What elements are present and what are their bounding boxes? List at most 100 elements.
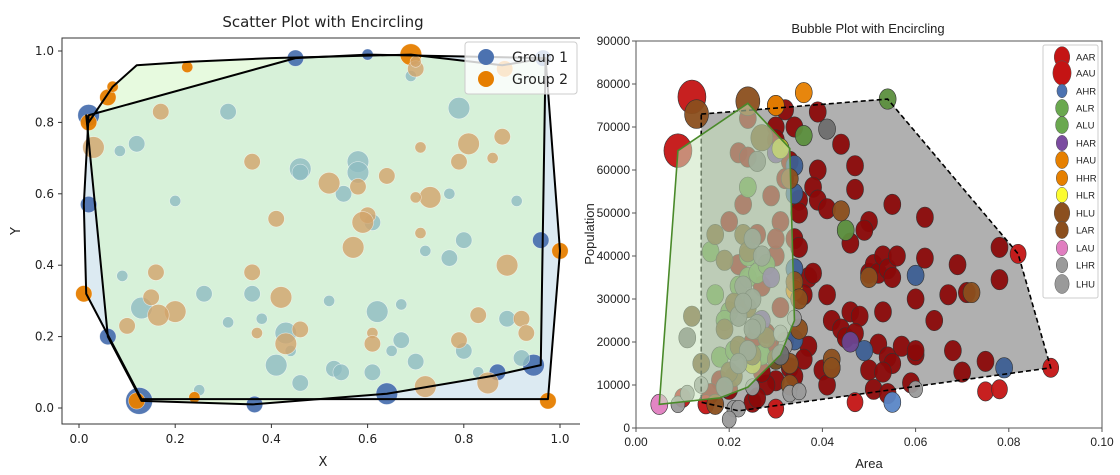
- bubble-aau: [1009, 243, 1027, 264]
- legend-marker-hlu: [1053, 202, 1071, 224]
- legend-label-group-1: Group 1: [512, 50, 568, 66]
- point-group-1: [385, 344, 398, 357]
- bubble-chart: Bubble Plot with Encircling 0.00 0.02 0.04…: [582, 21, 1114, 471]
- y-tick-label: 0.0: [35, 401, 54, 415]
- y-tick-label: 1.0: [35, 44, 54, 58]
- point-group-2: [351, 211, 374, 234]
- point-group-2: [118, 317, 136, 335]
- bubble-lhu: [818, 118, 836, 140]
- point-group-2: [269, 286, 293, 309]
- y-tick-label: 50000: [597, 206, 631, 220]
- point-group-2: [486, 152, 499, 164]
- bubble-aar: [790, 202, 808, 224]
- bubble-aar: [953, 361, 972, 383]
- point-group-2: [409, 191, 422, 204]
- bubble-alr: [794, 125, 813, 147]
- legend-marker-group-2: [478, 71, 494, 87]
- bubble-aar: [832, 133, 850, 155]
- point-group-1: [407, 353, 425, 371]
- y-tick-label: 0: [623, 421, 630, 435]
- point-group-2: [142, 288, 160, 306]
- legend-label-lar: LAR: [1076, 226, 1095, 237]
- x-tick-label: 0.4: [262, 432, 281, 446]
- legend-marker-hhr: [1055, 170, 1069, 186]
- x-axis-label: X: [319, 455, 328, 470]
- y-tick-label: 0.4: [35, 258, 54, 272]
- legend-label-hhr: HHR: [1076, 174, 1097, 185]
- point-group-2: [243, 263, 261, 281]
- y-tick-label: 0.2: [35, 330, 54, 344]
- bubble-aar: [804, 262, 822, 284]
- point-group-2: [243, 153, 261, 171]
- point-group-1: [443, 187, 456, 200]
- bubble-aar: [818, 284, 836, 306]
- y-tick-label: 60000: [597, 163, 631, 177]
- point-group-1: [510, 195, 523, 207]
- bubble-aar: [874, 361, 892, 383]
- legend-label-alr: ALR: [1076, 104, 1095, 115]
- point-group-1: [169, 195, 182, 207]
- bubble-aar: [916, 206, 934, 228]
- point-group-2: [318, 171, 341, 195]
- axes-frame: [61, 37, 580, 425]
- bubble-aar: [925, 309, 944, 331]
- legend-label-hlu: HLU: [1076, 209, 1095, 220]
- legend-marker-hau: [1055, 151, 1069, 169]
- legend-label-aau: AAU: [1076, 69, 1096, 80]
- point-group-1: [395, 298, 408, 311]
- point-group-1: [419, 245, 432, 257]
- point-group-2: [414, 227, 427, 239]
- x-tick-label: 0.8: [454, 432, 473, 446]
- point-group-2: [469, 306, 487, 324]
- legend-label-lhu: LHU: [1076, 280, 1095, 291]
- x-tick-label: 0.0: [69, 432, 88, 446]
- bubble-aar: [874, 301, 892, 323]
- x-tick-label: 0.2: [166, 432, 185, 446]
- bubble-aar: [846, 155, 864, 177]
- legend-label-har: HAR: [1076, 139, 1096, 150]
- x-tick-label: 0.10: [1090, 435, 1114, 449]
- y-axis-label: Population: [582, 203, 597, 264]
- point-group-1: [195, 285, 213, 303]
- point-group-2: [188, 391, 201, 404]
- axes-frame: [635, 40, 1103, 429]
- point-group-2: [457, 132, 480, 155]
- point-group-1: [332, 363, 350, 381]
- point-group-2: [363, 335, 381, 353]
- point-group-1: [513, 349, 531, 367]
- point-group-2: [152, 103, 170, 121]
- axis-ticks: 0.00 0.02 0.04 0.06 0.08 0.10 0 10000 20000 30000…: [597, 34, 1114, 449]
- legend-label-lau: LAU: [1076, 244, 1095, 255]
- plot-area: [75, 43, 569, 415]
- legend: Group 1 Group 2: [464, 41, 578, 95]
- bubble-lar: [860, 266, 878, 288]
- point-group-2: [349, 178, 367, 196]
- bubble-aau: [846, 392, 864, 413]
- bubble-aar: [939, 284, 958, 306]
- y-tick-label: 90000: [597, 34, 631, 48]
- point-group-1: [323, 294, 336, 307]
- chart-title: Bubble Plot with Encircling: [791, 21, 944, 36]
- point-group-1: [222, 316, 235, 329]
- point-group-1: [255, 312, 268, 325]
- point-group-2: [147, 263, 165, 281]
- chart-title: Scatter Plot with Encircling: [222, 13, 423, 31]
- point-group-2: [181, 61, 194, 73]
- y-tick-label: 80000: [597, 77, 631, 91]
- legend-marker-lhr: [1055, 257, 1069, 273]
- point-group-1: [532, 231, 550, 249]
- point-group-1: [113, 145, 126, 157]
- bubble-aar: [916, 247, 934, 269]
- y-tick-label: 40000: [597, 249, 631, 263]
- bubble-aar: [846, 178, 864, 200]
- x-tick-label: 0.6: [358, 432, 377, 446]
- point-group-1: [455, 231, 473, 249]
- y-axis-label: Y: [9, 227, 24, 236]
- point-group-2: [450, 153, 468, 171]
- bubble-lar: [822, 357, 841, 379]
- x-tick-label: 0.02: [718, 435, 742, 449]
- point-group-1: [335, 185, 353, 203]
- point-group-2: [513, 310, 531, 328]
- y-tick-label: 10000: [597, 378, 631, 392]
- legend-marker-alu: [1055, 116, 1069, 134]
